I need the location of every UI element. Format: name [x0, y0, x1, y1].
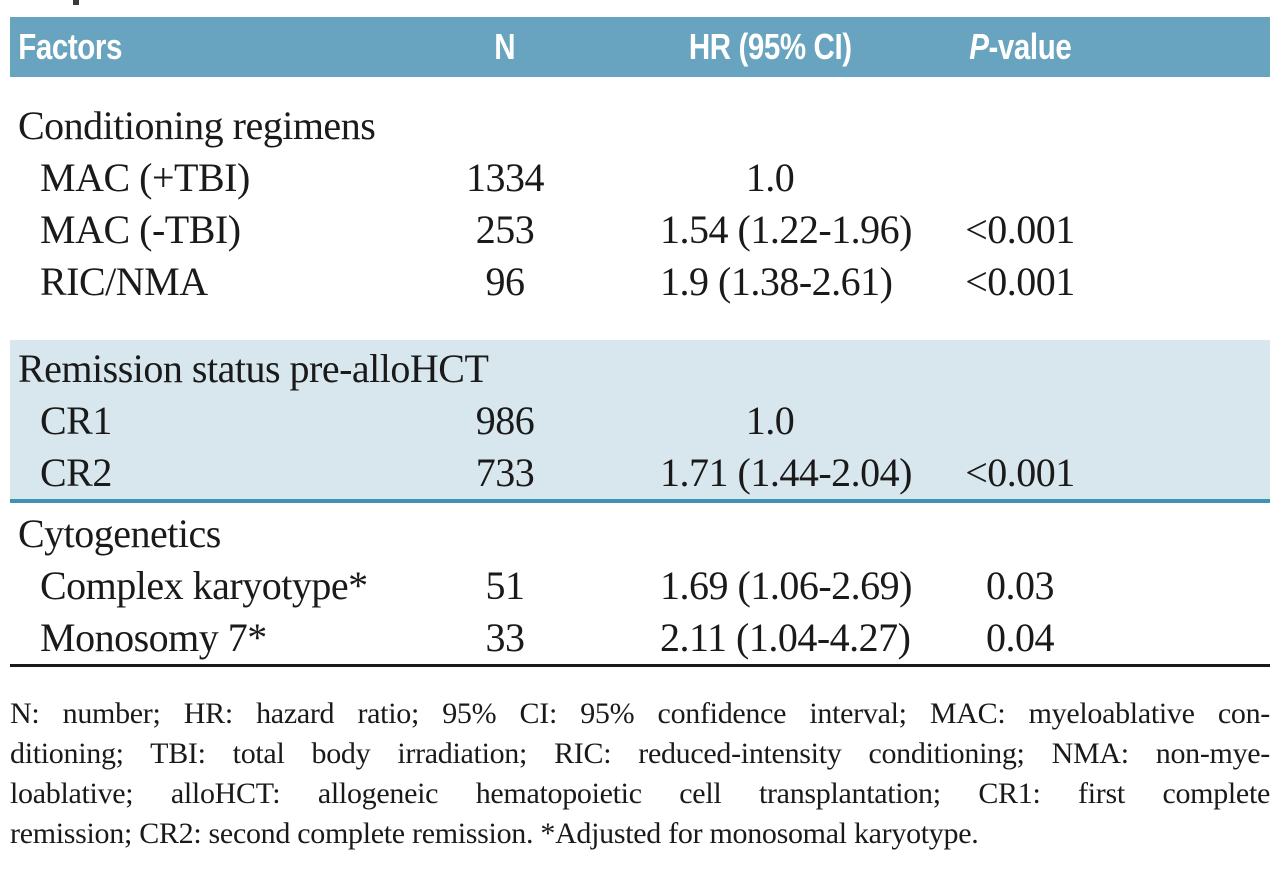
p-cell [880, 152, 1160, 204]
p-cell: <0.001 [965, 207, 1075, 252]
p-cell: 0.04 [986, 615, 1055, 660]
header-hr-ci: HR (95% CI) [688, 26, 852, 67]
p-cell: <0.001 [965, 259, 1075, 304]
hr-cell: 1.0 [745, 398, 795, 443]
factor-cell: MAC (-TBI) [40, 207, 241, 252]
section-remission-status: Remission status pre-alloHCT CR1 986 1.0… [10, 340, 1270, 503]
section-conditioning-regimens: Conditioning regimens MAC (+TBI) 1334 1.… [10, 77, 1270, 340]
n-cell: 51 [485, 563, 526, 608]
hr-cell: 1.69 (1.06-2.69) [660, 563, 912, 608]
factor-cell: RIC/NMA [40, 259, 208, 304]
hr-cell: 2.11 (1.04-4.27) [660, 615, 911, 660]
table-row: MAC (+TBI) 1334 1.0 [10, 152, 1270, 204]
n-cell: 253 [475, 207, 535, 252]
n-cell: 96 [485, 259, 526, 304]
hr-cell: 1.71 (1.44-2.04) [660, 450, 912, 495]
header-p-value: P-value [968, 26, 1072, 67]
n-cell: 733 [475, 450, 535, 495]
n-cell: 33 [485, 615, 526, 660]
table-footnote: N: number; HR: hazard ratio; 95% CI: 95%… [10, 694, 1270, 854]
table-header-row: Factors N HR (95% CI) P-value [10, 17, 1270, 77]
hr-cell: 1.9 (1.38-2.61) [660, 259, 893, 304]
table-row: RIC/NMA 96 1.9 (1.38-2.61) <0.001 [10, 256, 1270, 308]
header-n: N [494, 26, 516, 67]
footnote-line: loablative; alloHCT: allogeneic hematopo… [10, 777, 1270, 810]
table-row: MAC (-TBI) 253 1.54 (1.22-1.96) <0.001 [10, 204, 1270, 256]
n-cell: 986 [475, 398, 535, 443]
cropped-text-artifact [73, 0, 79, 5]
hr-cell: 1.54 (1.22-1.96) [660, 207, 912, 252]
multivariable-analysis-table: Factors N HR (95% CI) P-value Conditioni… [10, 17, 1270, 667]
header-spacer [1160, 17, 1270, 77]
section-title: Conditioning regimens [18, 103, 376, 148]
footnote-line: N: number; HR: hazard ratio; 95% CI: 95%… [10, 697, 1270, 730]
factor-cell: Complex karyotype* [40, 563, 368, 608]
factor-cell: Monosomy 7* [40, 615, 267, 660]
table-row: Monosomy 7* 33 2.11 (1.04-4.27) 0.04 [10, 612, 1270, 664]
factor-cell: CR2 [40, 450, 112, 495]
hr-cell: 1.0 [745, 155, 795, 200]
section-title: Remission status pre-alloHCT [18, 346, 489, 391]
factor-cell: CR1 [40, 398, 112, 443]
table-row: Complex karyotype* 51 1.69 (1.06-2.69) 0… [10, 560, 1270, 612]
header-factors: Factors [18, 26, 122, 67]
footnote-line: remission; CR2: second complete remissio… [10, 817, 979, 850]
p-cell: <0.001 [965, 450, 1075, 495]
section-title: Cytogenetics [18, 511, 221, 556]
n-cell: 1334 [466, 155, 545, 200]
table-row: CR1 986 1.0 [10, 395, 1270, 447]
section-cytogenetics: Cytogenetics Complex karyotype* 51 1.69 … [10, 503, 1270, 667]
table-row: CR2 733 1.71 (1.44-2.04) <0.001 [10, 447, 1270, 499]
footnote-line: ditioning; TBI: total body irradiation; … [10, 737, 1270, 770]
p-cell [880, 395, 1160, 447]
p-cell: 0.03 [986, 563, 1055, 608]
factor-cell: MAC (+TBI) [40, 155, 250, 200]
